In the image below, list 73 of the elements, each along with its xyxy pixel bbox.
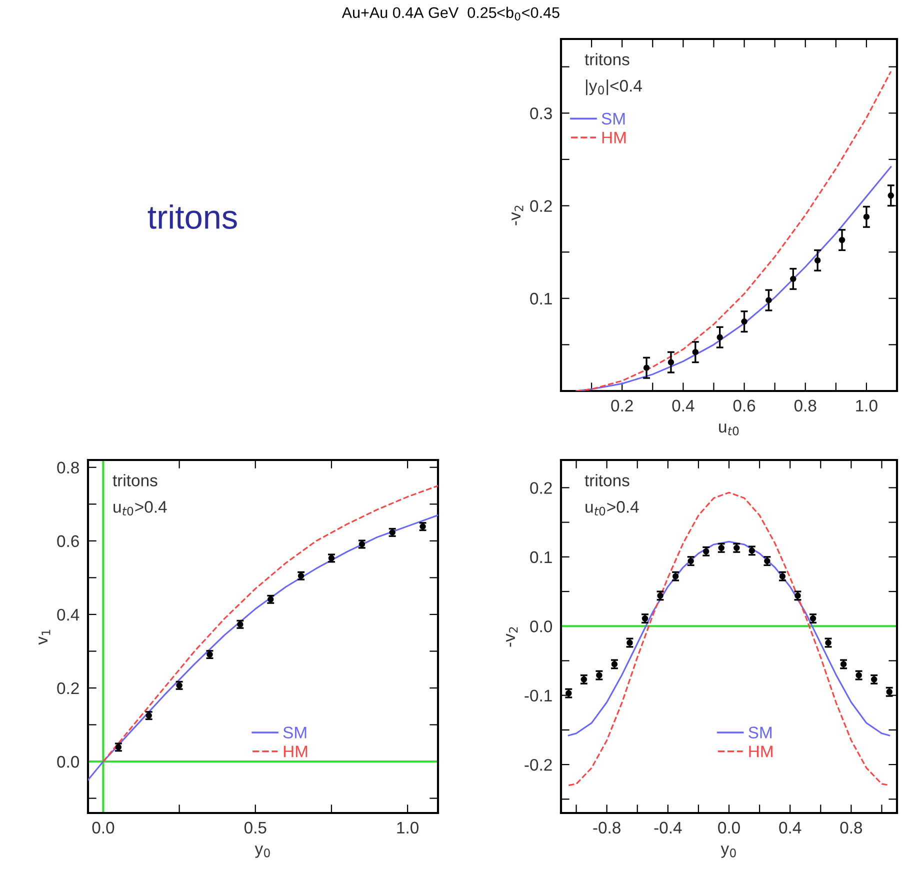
point <box>643 364 650 371</box>
annotation: tritons <box>112 474 158 486</box>
x-axis-title: y$_{0}$ <box>720 846 736 858</box>
y-tick-label: 0.6 <box>57 535 79 548</box>
legend-label: SM <box>602 112 625 125</box>
x-axis-title: u$_{t0}$ <box>719 424 739 436</box>
y-axis-title: -v$_{2}$ <box>506 627 518 647</box>
x-tick-label: 0.2 <box>611 400 633 412</box>
y-tick-label: 0.3 <box>530 108 552 120</box>
x-tick-label: 0.5 <box>244 822 266 834</box>
point <box>748 548 756 554</box>
point <box>668 359 674 366</box>
point <box>692 348 699 356</box>
x-tick-label: -0.8 <box>593 822 620 834</box>
point <box>838 236 846 244</box>
point <box>766 297 772 304</box>
annotation: u$_{t0}$>0.4 <box>586 501 639 516</box>
y-tick-label: 0.8 <box>57 462 79 474</box>
y-tick-label: -0.2 <box>524 758 552 771</box>
annotation: |y$_{0}$|<0.4 <box>586 79 642 96</box>
y-tick-label: 0.1 <box>530 551 552 564</box>
x-tick-label: 1.0 <box>856 400 878 412</box>
point <box>672 573 679 580</box>
legend-label: SM <box>283 726 306 738</box>
point <box>888 192 894 199</box>
x-tick-label: 0.6 <box>733 400 756 412</box>
legend-label: HM <box>284 746 308 758</box>
point <box>790 276 796 282</box>
line-series <box>88 514 438 781</box>
legend-label: SM <box>748 726 772 738</box>
annotation: tritons <box>584 53 630 66</box>
legend-label: HM <box>749 746 772 758</box>
x-tick-label: 1.0 <box>397 822 418 834</box>
point <box>580 676 588 683</box>
point <box>779 573 786 580</box>
y-axis-title: v$_{1}$ <box>38 630 50 645</box>
x-tick-label: 0.0 <box>92 822 114 834</box>
x-tick-label: -0.4 <box>654 822 682 834</box>
text: Au+Au 0.4A GeV 0.25<b$_{0}$<0.45 <box>342 6 560 21</box>
y-tick-label: 0.0 <box>530 620 552 632</box>
point <box>734 544 740 552</box>
y-axis-title: -v$_{2}$ <box>512 206 524 226</box>
y-tick-label: 0.0 <box>57 756 80 768</box>
x-tick-label: 0.8 <box>840 822 862 834</box>
point <box>814 257 821 264</box>
point <box>863 214 870 220</box>
y-tick-label: 0.1 <box>530 292 552 305</box>
point <box>718 544 724 552</box>
line-series <box>102 484 438 762</box>
text: tritons <box>148 204 237 229</box>
annotation: tritons <box>584 474 630 486</box>
x-axis-title: y$_{0}$ <box>254 846 270 858</box>
x-tick-label: 0.4 <box>779 822 802 834</box>
point <box>716 334 723 340</box>
point <box>741 318 748 325</box>
line-series <box>568 492 890 786</box>
y-tick-label: -0.1 <box>524 690 552 702</box>
annotation: u$_{t0}$>0.4 <box>114 501 167 516</box>
line-series <box>576 166 892 391</box>
x-tick-label: 0.8 <box>794 400 816 412</box>
point <box>870 676 878 683</box>
y-tick-label: 0.2 <box>530 482 552 494</box>
point <box>840 661 847 668</box>
point <box>702 548 710 554</box>
y-tick-label: 0.4 <box>57 608 80 621</box>
line-series <box>576 70 892 391</box>
y-tick-label: 0.2 <box>530 200 552 212</box>
point <box>611 661 618 668</box>
y-tick-label: 0.2 <box>57 682 79 694</box>
line-series <box>568 540 890 736</box>
legend-label: HM <box>602 132 626 144</box>
x-tick-label: 0.0 <box>718 822 740 834</box>
x-tick-label: 0.4 <box>672 400 694 412</box>
